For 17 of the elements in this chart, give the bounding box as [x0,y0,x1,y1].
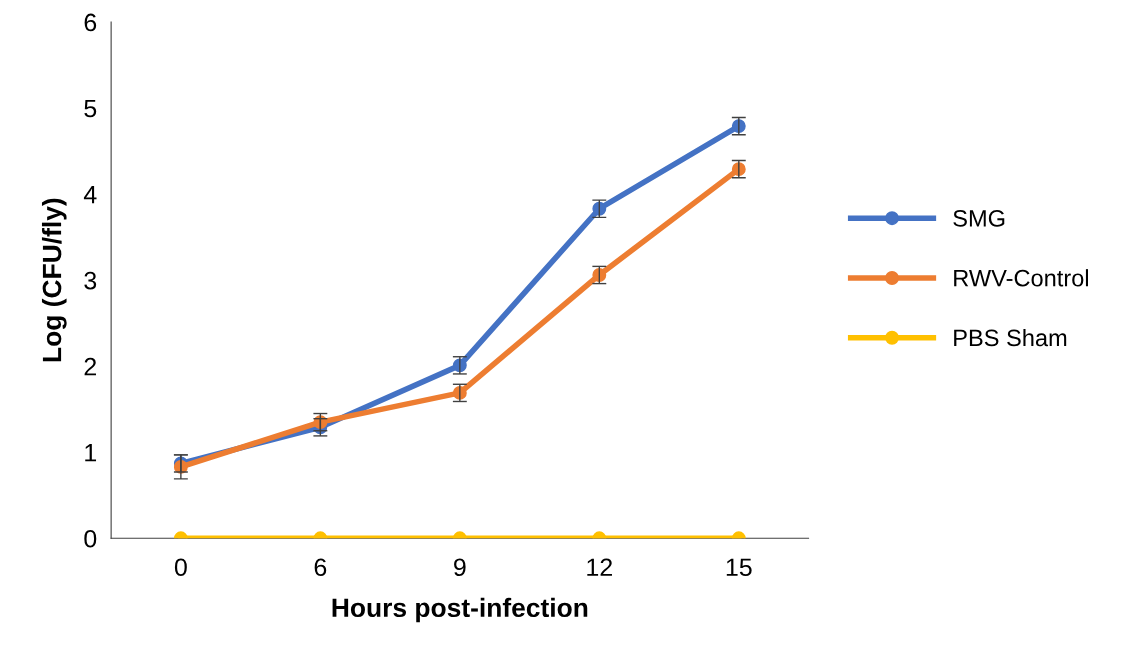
legend-label: PBS Sham [954,328,1067,347]
legend-label: RWV-Control [954,269,1089,287]
y-tick-label: 1 [85,444,97,462]
x-tick-label: 12 [587,558,612,576]
y-tick-label: 5 [84,99,97,118]
x-tick-label: 0 [174,558,187,577]
y-tick-label: 4 [83,185,97,204]
x-tick-label: 9 [454,558,466,577]
y-tick-label: 6 [84,13,97,32]
y-tick-label: 3 [84,271,97,290]
y-tick-label: 2 [84,357,96,376]
x-tick-label: 6 [314,558,327,577]
x-axis-title: Hours post-infection [332,597,588,623]
x-tick-label: 15 [726,558,752,577]
y-axis-title: Log (CFU/fly) [41,198,67,362]
y-tick-label: 0 [84,529,97,548]
legend-label: SMG [953,209,1005,227]
